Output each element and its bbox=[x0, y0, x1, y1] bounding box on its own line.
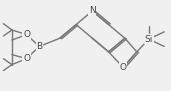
Text: O: O bbox=[120, 63, 127, 72]
Text: B: B bbox=[36, 42, 42, 51]
Text: N: N bbox=[89, 6, 96, 15]
Text: Si: Si bbox=[145, 35, 153, 44]
Text: O: O bbox=[23, 30, 30, 39]
Text: O: O bbox=[23, 54, 30, 63]
